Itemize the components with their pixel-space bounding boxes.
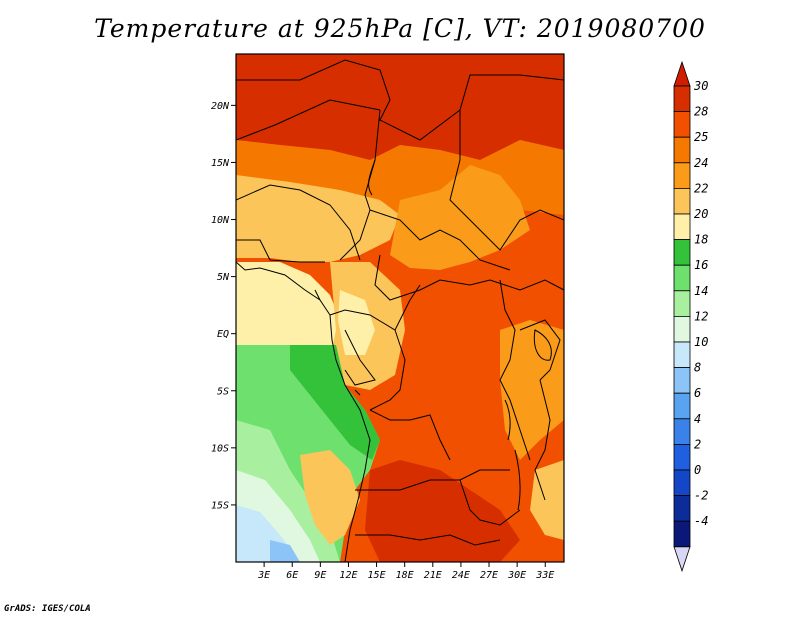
colorbar-label: 8 bbox=[694, 361, 701, 375]
lakes bbox=[314, 289, 552, 511]
colorbar-label: 22 bbox=[694, 181, 708, 195]
lon-tick-label: 27E bbox=[480, 570, 498, 581]
region-guinea-coast bbox=[236, 262, 340, 345]
temperature-field bbox=[236, 54, 564, 562]
lon-tick-label: 33E bbox=[535, 570, 554, 581]
map-frame bbox=[235, 53, 565, 563]
colorbar-label: 30 bbox=[693, 79, 708, 93]
colorbar-swatch bbox=[673, 469, 691, 497]
chart-title: Temperature at 925hPa [C], VT: 201908070… bbox=[94, 14, 706, 43]
lat-tick-label: 15S bbox=[211, 500, 229, 511]
region-ocean-blue bbox=[270, 540, 300, 562]
region-coast-darkgreen bbox=[290, 345, 380, 460]
region-west-africa-warm bbox=[236, 175, 400, 262]
colorbar-label: 14 bbox=[694, 284, 708, 298]
lon-tick-label: 12E bbox=[339, 570, 357, 581]
region-east-highlands bbox=[500, 320, 564, 460]
colorbar-swatch bbox=[673, 187, 691, 215]
lon-tick-label: 24E bbox=[452, 570, 470, 581]
colorbar-swatch bbox=[673, 495, 691, 522]
colorbar-swatch bbox=[673, 111, 691, 138]
boundaries bbox=[236, 59, 564, 562]
colorbar-swatch bbox=[673, 213, 691, 241]
colorbar-swatch bbox=[673, 136, 691, 164]
region-sudan-warm bbox=[390, 165, 530, 270]
lon-tick-label: 30E bbox=[507, 570, 526, 581]
region-sahara-hot bbox=[236, 54, 564, 160]
colorbar-label: 0 bbox=[694, 463, 701, 477]
lat-tick-label: 5S bbox=[217, 386, 229, 397]
colorbar-label: 2 bbox=[694, 437, 701, 451]
colorbar-swatch bbox=[673, 290, 691, 317]
longitude-axis: 3E 6E 9E 12E 15E 18E 21E 24E 27E 30E 33E bbox=[257, 562, 554, 581]
colorbar-label: -4 bbox=[694, 514, 708, 528]
colorbar-label: 18 bbox=[694, 233, 708, 247]
colorbar-label: 6 bbox=[694, 386, 701, 400]
colorbar-swatch bbox=[673, 85, 691, 113]
colorbar-swatch bbox=[673, 443, 691, 471]
colorbar-label: 16 bbox=[694, 258, 708, 272]
colorbar-swatch bbox=[673, 239, 691, 266]
lat-tick-label: 5N bbox=[217, 272, 230, 283]
lon-tick-label: 21E bbox=[424, 570, 442, 581]
latitude-axis: 20N 15N 10N 5N EQ 5S 10S 15S bbox=[211, 101, 236, 511]
colorbar-top-arrow bbox=[673, 60, 691, 87]
region-angola-warm bbox=[300, 450, 360, 545]
colorbar-bottom-arrow bbox=[673, 546, 691, 573]
lon-tick-label: 15E bbox=[368, 570, 386, 581]
lon-tick-label: 6E bbox=[286, 570, 298, 581]
region-southern-hot bbox=[365, 460, 520, 562]
lat-tick-label: 10N bbox=[211, 215, 230, 226]
colorbar-label: 20 bbox=[694, 207, 708, 221]
lat-tick-label: EQ bbox=[217, 329, 229, 340]
region-cameroon-pale bbox=[338, 290, 375, 355]
colorbar-swatch bbox=[673, 392, 691, 420]
colorbar-swatch bbox=[673, 162, 691, 189]
colorbar-swatch bbox=[673, 341, 691, 369]
lon-tick-label: 18E bbox=[396, 570, 414, 581]
colorbar-label: -2 bbox=[694, 489, 708, 503]
colorbar-swatch bbox=[673, 367, 691, 394]
colorbar-swatch bbox=[673, 520, 691, 548]
colorbar-swatch bbox=[673, 315, 691, 343]
lon-tick-label: 9E bbox=[314, 570, 326, 581]
lat-tick-label: 20N bbox=[211, 101, 230, 112]
colorbar-label: 25 bbox=[694, 130, 708, 144]
colorbar-label: 4 bbox=[694, 412, 701, 426]
colorbar-label: 28 bbox=[694, 105, 708, 119]
colorbar-swatch bbox=[673, 264, 691, 292]
lon-tick-label: 3E bbox=[257, 570, 270, 581]
colorbar-label: 10 bbox=[694, 335, 708, 349]
lat-tick-label: 15N bbox=[211, 158, 230, 169]
colorbar-label: 24 bbox=[694, 156, 708, 170]
colorbar-label: 12 bbox=[694, 309, 708, 323]
lat-tick-label: 10S bbox=[211, 443, 229, 454]
colorbar-swatch bbox=[673, 418, 691, 445]
grads-credit: GrADS: IGES/COLA bbox=[4, 604, 91, 614]
